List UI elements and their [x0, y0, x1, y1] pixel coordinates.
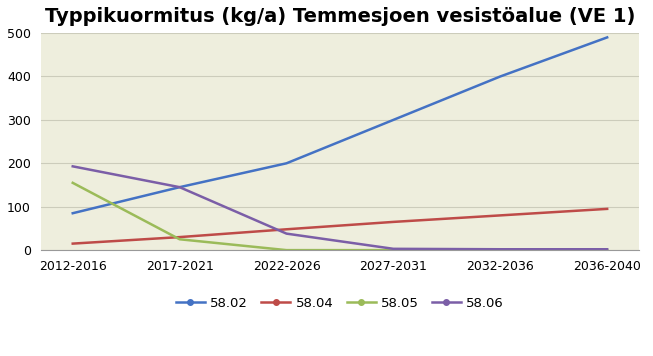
- 58.05: [389, 248, 397, 252]
- Line: 58.06: 58.06: [72, 166, 607, 249]
- 58.06: [496, 247, 504, 251]
- 58.04: [603, 207, 611, 211]
- 58.06: [176, 185, 183, 189]
- 58.04: [176, 235, 183, 239]
- 58.02: [69, 211, 76, 215]
- 58.02: [389, 118, 397, 122]
- Line: 58.02: 58.02: [72, 37, 607, 213]
- 58.06: [389, 247, 397, 251]
- 58.02: [603, 35, 611, 40]
- 58.05: [283, 248, 291, 252]
- 58.06: [283, 231, 291, 236]
- 58.05: [176, 237, 183, 241]
- 58.05: [603, 248, 611, 252]
- 58.02: [176, 185, 183, 189]
- 58.04: [69, 241, 76, 246]
- 58.05: [496, 248, 504, 252]
- 58.04: [283, 227, 291, 231]
- Legend: 58.02, 58.04, 58.05, 58.06: 58.02, 58.04, 58.05, 58.06: [170, 292, 509, 315]
- 58.06: [603, 247, 611, 251]
- 58.04: [496, 213, 504, 218]
- 58.04: [389, 220, 397, 224]
- 58.02: [283, 161, 291, 166]
- Line: 58.04: 58.04: [72, 209, 607, 244]
- Line: 58.05: 58.05: [72, 183, 607, 250]
- 58.05: [69, 181, 76, 185]
- 58.06: [69, 164, 76, 168]
- 58.02: [496, 74, 504, 79]
- Title: Typpikuormitus (kg/a) Temmesjoen vesistöalue (VE 1): Typpikuormitus (kg/a) Temmesjoen vesistö…: [45, 7, 635, 26]
